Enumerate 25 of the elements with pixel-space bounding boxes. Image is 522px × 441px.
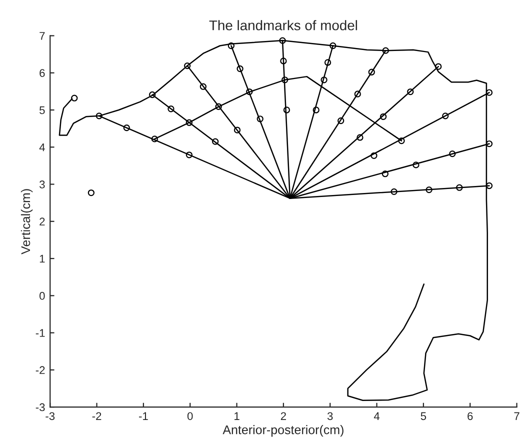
y-tick-label: 5 — [40, 106, 45, 114]
y-tick-label: 4 — [39, 144, 45, 152]
y-tick-label: -3 — [36, 403, 45, 412]
x-tick-label: 2 — [280, 412, 286, 420]
x-tick-label: -2 — [92, 412, 102, 420]
y-tick-label: 7 — [40, 32, 45, 40]
y-tick-label: 2 — [40, 218, 45, 226]
x-tick-label: 1 — [234, 412, 240, 420]
x-axis-title: Anterior-posterior(cm) — [222, 425, 344, 437]
y-tick-label: 6 — [40, 69, 45, 77]
x-tick-label: 6 — [468, 412, 473, 420]
y-tick-label: 0 — [40, 292, 45, 300]
y-tick-label: 1 — [40, 254, 45, 263]
y-tick-label: 3 — [39, 180, 45, 188]
x-tick-label: -1 — [139, 412, 148, 420]
x-tick-label: 3 — [327, 412, 333, 420]
x-tick-label: 0 — [187, 412, 193, 420]
y-tick-label: -1 — [36, 329, 45, 337]
x-tick-label: 4 — [374, 412, 380, 420]
x-tick-label: -3 — [46, 412, 55, 420]
chart-title: The landmarks of model — [209, 20, 358, 30]
x-tick-label: 7 — [514, 412, 520, 420]
y-tick-label: -2 — [36, 366, 45, 374]
y-axis-title: Vertical(cm) — [20, 189, 33, 254]
x-tick-label: 5 — [420, 412, 426, 420]
